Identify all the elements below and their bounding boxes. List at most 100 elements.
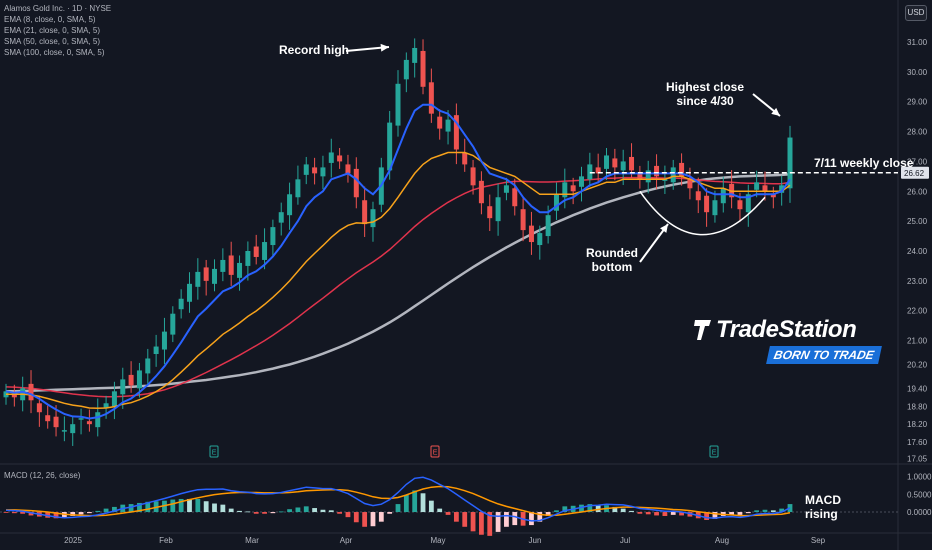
highest-close-line-1: Highest close — [666, 80, 745, 94]
macd-histogram-bar — [295, 507, 301, 513]
ema8-line — [5, 103, 791, 420]
candle-body — [654, 165, 660, 177]
candle-body — [295, 179, 301, 198]
candle-body — [345, 164, 351, 174]
candle-body — [28, 383, 34, 401]
macd-histogram-bar — [228, 508, 234, 513]
macd-histogram-bar — [378, 512, 384, 522]
candle-body — [111, 391, 117, 407]
macd-histogram-bar — [412, 490, 418, 513]
currency-button[interactable]: USD — [905, 5, 927, 21]
macd-histogram-bar — [620, 508, 626, 513]
legend-ema21[interactable]: EMA (21, close, 0, SMA, 5) — [4, 26, 101, 35]
macd-histogram-bar — [537, 512, 543, 522]
candle-body — [704, 195, 710, 213]
legend-ema8[interactable]: EMA (8, close, 0, SMA, 5) — [4, 15, 96, 24]
legend-sma50[interactable]: SMA (50, close, 0, SMA, 5) — [4, 37, 101, 46]
candle-body — [220, 259, 226, 272]
macd-histogram-bar — [353, 512, 359, 523]
macd-histogram-bar — [220, 504, 226, 513]
candle-body — [662, 179, 668, 181]
price-tick-label: 20.20 — [907, 360, 928, 369]
candle-body — [128, 374, 134, 386]
candle-body — [670, 167, 676, 183]
highest-close-label: Highest close since 4/30 — [666, 80, 744, 108]
macd-histogram-bar — [137, 502, 142, 513]
time-tick-label: Apr — [340, 536, 353, 545]
macd-histogram-bar — [612, 506, 618, 513]
macd-tick-label: 0.0000 — [907, 508, 932, 517]
candle-body — [337, 155, 343, 162]
macd-histogram-bar — [679, 512, 684, 516]
record-high-arrow-head — [380, 43, 389, 52]
time-tick-label: Mar — [245, 536, 259, 545]
candle-body — [520, 209, 526, 231]
candle-body — [186, 283, 192, 302]
sma100-line — [6, 173, 791, 393]
time-tick-label: Sep — [811, 536, 826, 545]
legend-sma100[interactable]: SMA (100, close, 0, SMA, 5) — [4, 48, 105, 57]
macd-histogram-bar — [395, 504, 401, 513]
price-tick-label: 18.80 — [907, 402, 928, 411]
candle-body — [36, 403, 42, 413]
macd-histogram-bar — [512, 512, 518, 526]
candle-body — [70, 424, 76, 434]
price-tick-label: 24.00 — [907, 247, 928, 256]
candle-body — [754, 182, 760, 190]
candle-body — [170, 313, 176, 335]
macd-histogram-bar — [670, 512, 676, 515]
earnings-marker-letter: E — [433, 450, 438, 457]
macd-histogram-bar — [170, 499, 176, 513]
candle-body — [212, 268, 218, 284]
macd-histogram-bar — [178, 498, 184, 513]
candle-body — [303, 164, 309, 175]
candle-body — [512, 188, 518, 207]
macd-histogram-bar — [554, 510, 559, 513]
macd-histogram-bar — [362, 512, 368, 527]
candle-body — [503, 185, 509, 193]
macd-histogram-bar — [195, 498, 201, 513]
time-tick-label: Aug — [715, 536, 729, 545]
candle-body — [545, 215, 551, 237]
candle-body — [712, 200, 718, 216]
candle-body — [487, 206, 493, 219]
candle-body — [537, 233, 543, 246]
macd-histogram-bar — [270, 512, 276, 514]
macd-histogram-bar — [303, 506, 309, 513]
macd-histogram-bar — [762, 509, 768, 513]
macd-histogram-bar — [687, 512, 693, 517]
macd-legend[interactable]: MACD (12, 26, close) — [4, 471, 81, 480]
price-tick-label: 17.60 — [907, 438, 928, 447]
macd-histogram-bar — [312, 508, 317, 513]
macd-histogram-bar — [20, 512, 26, 514]
time-tick-label: Jul — [620, 536, 630, 545]
ema21-path — [6, 151, 791, 410]
legend-title: Alamos Gold Inc. · 1D · NYSE — [4, 4, 112, 13]
macd-histogram-bar — [203, 501, 209, 513]
candle-body — [195, 271, 201, 287]
macd-histogram-bar — [579, 504, 584, 513]
candle-body — [570, 185, 576, 192]
ema21-line — [6, 151, 791, 410]
price-tick-label: 28.00 — [907, 128, 928, 137]
candle-body — [762, 185, 768, 192]
candle-body — [695, 191, 701, 201]
macd-histogram-bar — [53, 512, 59, 519]
macd-histogram-bar — [712, 512, 718, 519]
candle-body — [145, 358, 151, 374]
macd-histogram-bar — [128, 504, 134, 513]
macd-histogram-bar — [754, 510, 760, 513]
macd-histogram-bar — [87, 512, 92, 514]
candle-body — [320, 167, 326, 177]
candle-body — [720, 188, 726, 204]
macd-tick-label: 0.5000 — [907, 490, 932, 499]
last-price-marker — [901, 166, 929, 179]
macd-histogram-bar — [770, 510, 776, 513]
macd-histogram-bar — [595, 505, 601, 513]
rounded-bottom-arrow-head — [660, 224, 668, 233]
price-tick-label: 30.00 — [907, 68, 928, 77]
macd-histogram-bar — [387, 512, 393, 514]
